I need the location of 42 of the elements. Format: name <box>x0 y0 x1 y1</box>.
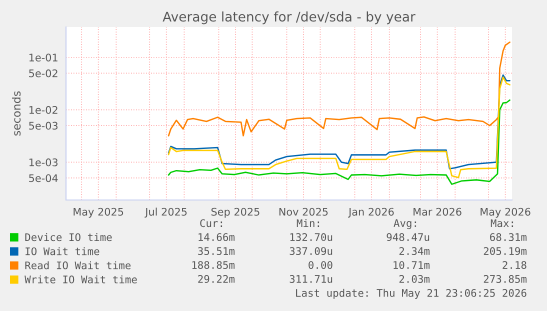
text: 188.85m <box>192 261 235 269</box>
text: 205.19m <box>484 247 527 256</box>
text: 273.85m <box>484 275 527 283</box>
legend-label: IO Wait time <box>26 247 100 256</box>
x-tick-label: May 2026 <box>480 208 530 218</box>
x-tick-label: Nov 2025 <box>279 208 328 216</box>
y-tick-label: 5e-03 <box>29 122 58 130</box>
x-tick-label: May 2025 <box>74 208 124 218</box>
y-tick-label: 1e-03 <box>29 158 58 166</box>
text: 132.70u <box>290 233 332 242</box>
text: 0.00 <box>308 261 332 269</box>
x-tick-label: Mar 2026 <box>414 208 462 216</box>
line-series <box>168 41 510 136</box>
y-tick-label: 5e-02 <box>29 69 58 78</box>
y-tick-label: 1e-01 <box>29 54 58 62</box>
y-tick-label: 5e-04 <box>29 174 58 182</box>
x-tick-label: Jan 2026 <box>348 208 394 218</box>
x-tick-label: Sep 2025 <box>211 208 260 218</box>
legend-label: Device IO time <box>25 233 112 242</box>
y-axis-title: seconds <box>12 91 21 136</box>
legend-label: Read IO Wait time <box>25 261 131 270</box>
y-tick-label: 1e-02 <box>29 106 58 114</box>
legend-label: Write IO Wait time <box>24 275 137 284</box>
text: Cur: <box>200 219 222 228</box>
text: 68.31m <box>490 233 527 242</box>
text: Last update: Thu May 21 23:06:25 2026 <box>296 288 526 299</box>
text: Max: <box>490 219 514 228</box>
chart-title: Average latency for /dev/sda - by year <box>162 11 416 24</box>
text: 311.71u <box>290 275 332 283</box>
text: 35.51m <box>198 247 235 256</box>
text: 2.03m <box>399 275 430 283</box>
text: 10.71m <box>394 261 430 269</box>
x-tick-label: Jul 2025 <box>144 208 187 218</box>
text: Avg: <box>394 219 416 230</box>
text: 2.18 <box>502 261 526 269</box>
text: 948.47u <box>386 233 430 242</box>
text: Min: <box>296 219 320 227</box>
text: 29.22m <box>198 275 235 283</box>
line-series <box>168 99 510 185</box>
text: 337.09u <box>290 247 332 256</box>
text: 2.34m <box>399 247 430 256</box>
text: 14.66m <box>198 233 235 242</box>
